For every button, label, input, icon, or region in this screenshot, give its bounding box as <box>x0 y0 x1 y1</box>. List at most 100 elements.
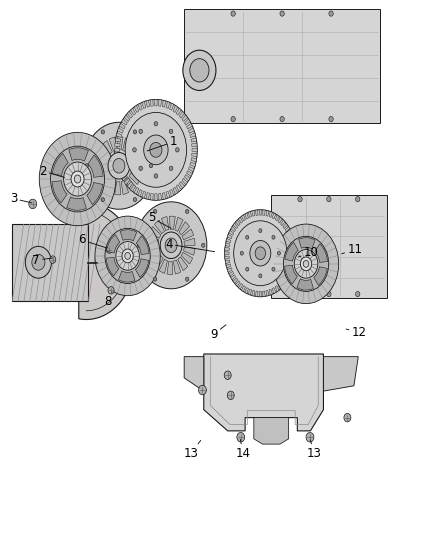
Wedge shape <box>102 141 112 154</box>
Circle shape <box>303 261 309 267</box>
Polygon shape <box>182 115 187 122</box>
Wedge shape <box>52 181 67 203</box>
Wedge shape <box>101 176 111 189</box>
Polygon shape <box>173 106 178 112</box>
Text: 2: 2 <box>39 165 64 177</box>
Circle shape <box>101 198 105 201</box>
Wedge shape <box>148 251 160 262</box>
Text: 1: 1 <box>147 135 177 151</box>
Polygon shape <box>138 189 142 197</box>
Polygon shape <box>118 166 124 172</box>
Polygon shape <box>116 162 122 167</box>
Polygon shape <box>122 119 127 125</box>
Text: 6: 6 <box>78 233 107 248</box>
Polygon shape <box>283 223 288 229</box>
Circle shape <box>294 249 318 278</box>
Circle shape <box>139 166 142 171</box>
Circle shape <box>83 122 155 209</box>
Polygon shape <box>131 108 136 115</box>
Polygon shape <box>120 123 125 129</box>
Polygon shape <box>236 281 240 286</box>
Circle shape <box>176 148 179 152</box>
Circle shape <box>234 221 287 286</box>
Polygon shape <box>166 191 170 198</box>
Polygon shape <box>291 260 296 264</box>
Bar <box>271 195 387 298</box>
Polygon shape <box>227 235 232 239</box>
Polygon shape <box>231 227 236 232</box>
Polygon shape <box>146 100 149 107</box>
Polygon shape <box>290 264 295 268</box>
Polygon shape <box>155 100 157 106</box>
Circle shape <box>122 249 133 263</box>
Wedge shape <box>153 256 163 269</box>
Wedge shape <box>314 266 327 285</box>
Polygon shape <box>127 111 133 118</box>
Polygon shape <box>184 119 190 125</box>
Polygon shape <box>238 284 243 289</box>
Wedge shape <box>147 245 159 252</box>
Wedge shape <box>285 265 297 284</box>
Polygon shape <box>238 217 243 223</box>
Polygon shape <box>134 187 139 194</box>
Polygon shape <box>226 238 231 243</box>
Polygon shape <box>287 271 292 276</box>
Circle shape <box>71 171 84 187</box>
Polygon shape <box>275 286 279 292</box>
Wedge shape <box>175 217 183 231</box>
Wedge shape <box>87 182 103 205</box>
Polygon shape <box>188 128 194 133</box>
Wedge shape <box>107 180 115 194</box>
Polygon shape <box>291 243 296 246</box>
Wedge shape <box>130 149 141 160</box>
Polygon shape <box>290 238 295 243</box>
Polygon shape <box>225 252 229 255</box>
Polygon shape <box>263 210 265 215</box>
Polygon shape <box>187 171 192 176</box>
Polygon shape <box>162 100 166 107</box>
Polygon shape <box>226 264 231 268</box>
Polygon shape <box>179 111 184 118</box>
Circle shape <box>198 385 206 395</box>
Polygon shape <box>127 182 133 188</box>
Wedge shape <box>182 229 194 240</box>
Circle shape <box>183 50 216 91</box>
Circle shape <box>138 243 141 247</box>
Polygon shape <box>150 193 153 200</box>
Polygon shape <box>176 108 181 115</box>
Polygon shape <box>245 288 248 294</box>
Circle shape <box>250 240 271 266</box>
Circle shape <box>227 391 234 400</box>
Polygon shape <box>166 101 170 108</box>
Polygon shape <box>190 162 196 167</box>
Polygon shape <box>134 106 139 112</box>
Circle shape <box>133 198 137 201</box>
Circle shape <box>344 414 351 422</box>
Circle shape <box>329 11 333 16</box>
Wedge shape <box>109 137 117 151</box>
Circle shape <box>327 292 331 297</box>
Circle shape <box>277 252 280 255</box>
Circle shape <box>283 236 328 292</box>
Polygon shape <box>225 243 230 246</box>
Wedge shape <box>95 156 106 164</box>
Polygon shape <box>120 171 125 176</box>
Circle shape <box>135 202 207 289</box>
Circle shape <box>246 268 249 271</box>
Polygon shape <box>227 268 232 272</box>
Circle shape <box>273 224 339 304</box>
Wedge shape <box>121 180 129 195</box>
Text: 14: 14 <box>236 439 251 459</box>
Polygon shape <box>162 192 166 199</box>
Text: 10: 10 <box>298 246 319 259</box>
Text: 9: 9 <box>210 325 226 341</box>
Polygon shape <box>192 148 197 151</box>
Circle shape <box>255 247 265 260</box>
Polygon shape <box>269 289 272 295</box>
Polygon shape <box>184 175 190 181</box>
Wedge shape <box>173 260 181 274</box>
Wedge shape <box>161 216 169 231</box>
Wedge shape <box>297 279 314 290</box>
Polygon shape <box>241 215 246 221</box>
Polygon shape <box>233 278 238 284</box>
